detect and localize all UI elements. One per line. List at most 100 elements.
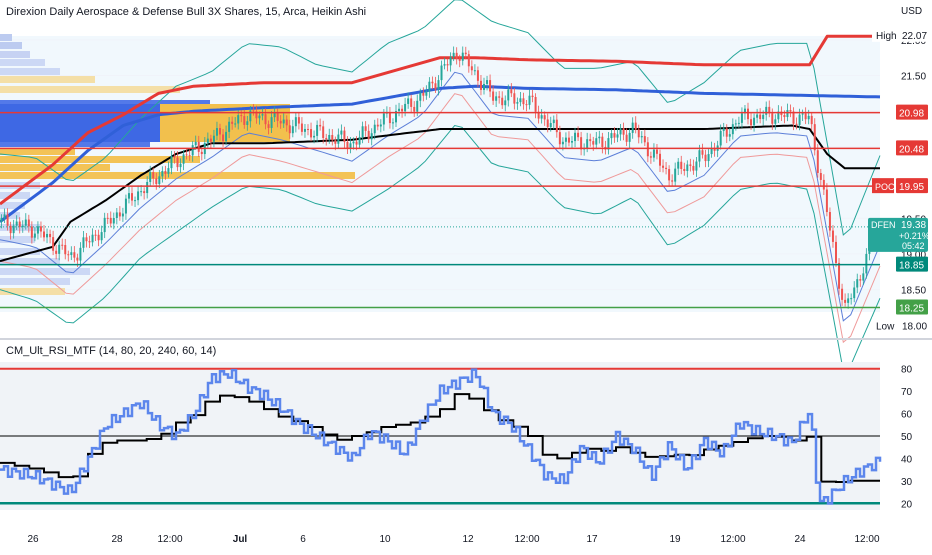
candle-body bbox=[264, 114, 267, 125]
volume-profile-bar bbox=[0, 268, 90, 275]
candle-body bbox=[467, 54, 470, 67]
candle-body bbox=[391, 122, 394, 124]
candle-body bbox=[631, 122, 634, 133]
candle-body bbox=[671, 180, 674, 182]
candle-body bbox=[683, 168, 686, 172]
level-price-badge[interactable] bbox=[896, 140, 928, 156]
candle-body bbox=[813, 124, 816, 151]
volume-profile-bar bbox=[0, 202, 25, 209]
lower-blue-band bbox=[0, 71, 881, 322]
candle-body bbox=[443, 64, 446, 66]
level-price-badge[interactable] bbox=[896, 178, 928, 194]
candle-body bbox=[822, 179, 825, 190]
rsi-axis-tick-label: 50 bbox=[901, 432, 913, 443]
candle-body bbox=[349, 143, 352, 149]
candle-body bbox=[501, 97, 504, 106]
candle-body bbox=[322, 126, 325, 138]
currency-label[interactable]: USD bbox=[901, 6, 923, 17]
symbol-label: DFEN bbox=[871, 220, 896, 230]
candle-body bbox=[525, 104, 528, 106]
volume-profile-bar bbox=[0, 172, 355, 179]
candle-body bbox=[237, 115, 240, 124]
level-tag-bg bbox=[872, 178, 894, 194]
candle-body bbox=[698, 150, 701, 162]
candle-body bbox=[46, 233, 49, 238]
candle-body bbox=[388, 112, 391, 124]
candle-body bbox=[634, 122, 637, 130]
candle-body bbox=[649, 156, 652, 158]
rsi-signal-line bbox=[0, 393, 880, 483]
candle-body bbox=[367, 130, 370, 140]
candle-body bbox=[692, 165, 695, 171]
candle-body bbox=[865, 253, 868, 274]
candle-body bbox=[713, 148, 716, 151]
candle-body bbox=[316, 124, 319, 136]
time-axis-tick-label: 12:00 bbox=[854, 534, 879, 545]
candle-body bbox=[668, 169, 671, 181]
candle-body bbox=[358, 136, 361, 145]
candle-body bbox=[464, 52, 467, 55]
candle-body bbox=[249, 110, 252, 122]
candle-body bbox=[473, 70, 476, 72]
level-price-badge[interactable] bbox=[896, 256, 928, 272]
candle-body bbox=[601, 136, 604, 147]
candle-body bbox=[140, 191, 143, 193]
candle-body bbox=[628, 132, 631, 142]
candle-body bbox=[449, 56, 452, 66]
candle-body bbox=[282, 119, 285, 124]
level-price-badge[interactable] bbox=[896, 299, 928, 315]
candle-body bbox=[455, 52, 458, 59]
candle-body bbox=[483, 83, 485, 90]
candle-body bbox=[261, 114, 264, 116]
last-price-badge[interactable] bbox=[868, 217, 928, 252]
price-axis-tick-label: 18.50 bbox=[901, 286, 926, 297]
candle-body bbox=[352, 141, 355, 144]
candle-body bbox=[364, 126, 367, 131]
candle-body bbox=[825, 189, 828, 213]
level-price-badge[interactable] bbox=[896, 104, 928, 120]
candle-body bbox=[537, 111, 540, 119]
candle-body bbox=[173, 155, 176, 158]
candle-body bbox=[522, 98, 525, 105]
candle-body bbox=[728, 134, 731, 137]
candle-body bbox=[771, 113, 774, 124]
volume-profile-bar bbox=[0, 68, 60, 75]
poc-label: POC bbox=[875, 182, 895, 192]
candle-body bbox=[370, 133, 373, 140]
candle-body bbox=[395, 111, 397, 123]
candle-body bbox=[558, 132, 561, 145]
candle-body bbox=[479, 80, 482, 90]
time-axis-tick-label: 12 bbox=[462, 534, 474, 545]
candle-body bbox=[768, 106, 771, 114]
candle-body bbox=[291, 126, 294, 134]
candle-body bbox=[355, 141, 358, 145]
last-price-value: 19.38 bbox=[901, 220, 926, 231]
candle-body bbox=[146, 181, 149, 194]
candle-body bbox=[777, 111, 780, 120]
candle-body bbox=[677, 161, 680, 169]
candle-body bbox=[222, 134, 225, 142]
candle-body bbox=[743, 108, 746, 114]
candle-body bbox=[722, 128, 725, 131]
candle-body bbox=[470, 66, 473, 71]
candle-body bbox=[434, 83, 437, 90]
candle-body bbox=[607, 138, 610, 150]
candle-body bbox=[127, 193, 130, 199]
high-value: 22.07 bbox=[902, 31, 927, 42]
candle-body bbox=[413, 106, 416, 112]
candle-body bbox=[637, 129, 640, 138]
high-label: High bbox=[876, 31, 897, 42]
candle-body bbox=[801, 113, 804, 115]
rsi-line bbox=[0, 368, 882, 505]
candle-body bbox=[0, 217, 3, 222]
candle-body bbox=[816, 150, 819, 173]
pane-divider[interactable] bbox=[0, 338, 932, 340]
indicator-title[interactable]: CM_Ult_RSI_MTF (14, 80, 20, 240, 60, 14) bbox=[6, 345, 217, 357]
candle-body bbox=[225, 131, 228, 142]
candle-body bbox=[67, 254, 70, 256]
candle-body bbox=[200, 151, 203, 155]
candle-body bbox=[167, 168, 170, 174]
candle-body bbox=[297, 117, 300, 124]
candle-body bbox=[571, 141, 573, 143]
